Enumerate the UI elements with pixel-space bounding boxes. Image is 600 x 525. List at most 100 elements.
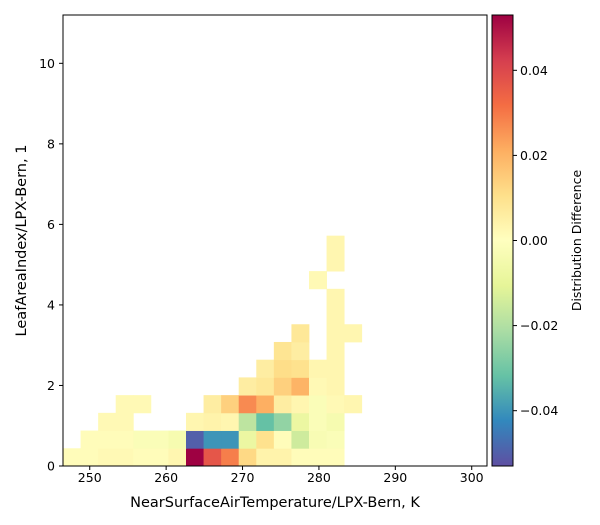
x-tick-label: 280 — [307, 470, 331, 485]
heatmap-cell — [309, 359, 327, 378]
heatmap-cell — [291, 430, 310, 449]
colorbar-ticks: −0.04 −0.02 0.00 0.02 0.04 — [513, 63, 558, 418]
colorbar-tick-label: 0.04 — [520, 63, 548, 78]
heatmap-cell — [326, 430, 345, 449]
colorbar-tick-label: 0.00 — [520, 233, 548, 248]
heatmap-cell — [273, 430, 292, 449]
heatmap-cell — [238, 395, 257, 414]
colorbar-tick-label: −0.04 — [520, 403, 558, 418]
heatmap-cell — [291, 448, 310, 467]
heatmap-cell — [326, 341, 345, 361]
heatmap-cell — [291, 377, 310, 396]
heatmap-cell — [326, 235, 345, 254]
heatmap-cell — [221, 395, 240, 414]
heatmap-cell — [256, 359, 275, 378]
heatmap-cell — [291, 324, 310, 343]
heatmap-cell — [186, 448, 204, 467]
heatmap-cell — [344, 395, 363, 414]
heatmap-cell — [168, 448, 187, 467]
x-axis-ticks: 250 260 270 280 290 300 — [78, 466, 484, 485]
heatmap-cell — [150, 430, 169, 449]
heatmap-cell — [256, 430, 275, 449]
heatmap-cell — [326, 359, 345, 378]
y-tick-label: 8 — [47, 136, 55, 151]
heatmap-cell — [309, 412, 327, 431]
heatmap-cell — [273, 377, 292, 396]
y-axis-label: LeafAreaIndex/LPX-Bern, 1 — [14, 145, 30, 337]
x-tick-label: 260 — [154, 470, 178, 485]
heatmap-cell — [309, 271, 327, 290]
heatmap-cell — [291, 395, 310, 414]
heatmap-cell — [238, 377, 257, 396]
heatmap-cell — [98, 412, 117, 431]
heatmap-cell — [326, 448, 345, 467]
heatmap-cells — [63, 235, 363, 467]
heatmap-cell — [309, 430, 327, 449]
heatmap-cell — [273, 412, 292, 431]
heatmap-cell — [238, 412, 257, 431]
heatmap-cell — [221, 430, 240, 449]
x-axis-label: NearSurfaceAirTemperature/LPX-Bern, K — [130, 495, 420, 511]
heatmap-cell — [309, 448, 327, 467]
colorbar-tick-label: −0.02 — [520, 318, 558, 333]
heatmap-cell — [291, 412, 310, 431]
x-tick-label: 300 — [460, 470, 484, 485]
heatmap-cell — [203, 412, 222, 431]
colorbar-tick-label: 0.02 — [520, 148, 548, 163]
heatmap-cell — [115, 448, 134, 467]
heatmap-cell — [344, 324, 363, 343]
y-tick-label: 0 — [47, 459, 55, 474]
y-tick-label: 10 — [39, 56, 55, 71]
y-tick-label: 4 — [47, 297, 55, 312]
heatmap-cell — [273, 448, 292, 467]
x-tick-label: 250 — [78, 470, 102, 485]
heatmap-cell — [238, 430, 257, 449]
heatmap-cell — [291, 341, 310, 361]
heatmap-cell — [273, 341, 292, 361]
heatmap-cell — [326, 324, 345, 343]
heatmap-cell — [168, 430, 187, 449]
heatmap-cell — [256, 448, 275, 467]
heatmap-cell — [203, 395, 222, 414]
heatmap-cell — [256, 412, 275, 431]
plot-frame — [62, 14, 488, 467]
heatmap-cell — [256, 377, 275, 396]
heatmap-cell — [150, 448, 169, 467]
heatmap-cell — [326, 412, 345, 431]
colorbar-label: Distribution Difference — [569, 170, 584, 312]
x-tick-label: 270 — [231, 470, 255, 485]
heatmap-cell — [326, 395, 345, 414]
y-axis-ticks: 0 2 4 6 8 10 — [39, 56, 63, 474]
heatmap-cell — [98, 430, 117, 449]
heatmap-cell — [326, 253, 345, 272]
heatmap-cell — [291, 359, 310, 378]
heatmap-cell — [326, 377, 345, 396]
heatmap-cell — [203, 448, 222, 467]
heatmap-cell — [273, 395, 292, 414]
heatmap-cell — [63, 448, 81, 467]
heatmap-cell — [221, 412, 240, 431]
heatmap-cell — [256, 395, 275, 414]
heatmap-cell — [133, 395, 152, 414]
heatmap-cell — [115, 412, 134, 431]
heatmap-cell — [133, 430, 152, 449]
heatmap-cell — [309, 395, 327, 414]
heatmap-cell — [221, 448, 240, 467]
heatmap-cell — [326, 306, 345, 325]
heatmap-cell — [115, 430, 134, 449]
heatmap-cell — [238, 448, 257, 467]
heatmap-cell — [309, 377, 327, 396]
heatmap-cell — [133, 448, 152, 467]
heatmap-cell — [186, 430, 204, 449]
heatmap-cell — [203, 430, 222, 449]
heatmap-cell — [273, 359, 292, 378]
heatmap-cell — [80, 448, 99, 467]
heatmap-cell — [98, 448, 117, 467]
heatmap-cell — [80, 430, 99, 449]
heatmap-cell — [326, 288, 345, 307]
x-tick-label: 290 — [383, 470, 407, 485]
heatmap-cell — [115, 395, 134, 414]
y-tick-label: 6 — [47, 217, 55, 232]
colorbar — [492, 15, 513, 466]
